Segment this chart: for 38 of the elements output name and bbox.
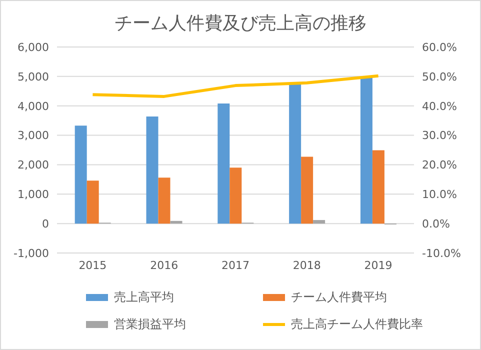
bar: [301, 156, 314, 224]
y-tick-label: 5,000: [18, 70, 49, 84]
bar: [313, 220, 326, 224]
bar: [360, 76, 372, 224]
x-tick-label: 2016: [150, 258, 178, 272]
chart-title: チーム人件費及び売上高の推移: [114, 12, 368, 35]
y2-tick-label: 30.0%: [422, 129, 457, 142]
y2-tick-label: 10.0%: [422, 188, 457, 202]
bar: [86, 180, 99, 224]
legend-label: チーム人件費平均: [291, 289, 387, 306]
bar: [218, 104, 230, 224]
line-series: [91, 74, 380, 98]
legend-label: 売上高チーム人件費比率: [291, 316, 423, 333]
y-tick-label: 1,000: [18, 188, 49, 202]
bar: [158, 178, 170, 224]
y-tick-label: 6,000: [18, 40, 49, 54]
legend-label: 売上高平均: [114, 289, 174, 306]
y-tick-label: 4,000: [18, 100, 49, 113]
y-tick-label: 2,000: [18, 158, 49, 172]
x-tick-label: 2019: [364, 258, 392, 272]
y2-tick-label: 60.0%: [422, 40, 457, 54]
y2-tick-label: 40.0%: [422, 100, 457, 113]
y-tick-label: -1,000: [14, 246, 49, 260]
x-tick-label: 2017: [222, 258, 250, 272]
y2-tick-label: -10.0%: [422, 246, 461, 260]
y2-tick-label: 20.0%: [422, 158, 457, 172]
bar: [230, 168, 242, 224]
bar: [74, 126, 87, 224]
y-tick-label: 0: [42, 217, 49, 230]
legend-label: 営業損益平均: [114, 316, 186, 333]
x-tick-label: 2018: [292, 258, 321, 272]
y2-tick-label: 50.0%: [422, 70, 457, 84]
x-tick-label: 2015: [78, 258, 107, 272]
bar: [170, 220, 182, 224]
bar: [372, 150, 384, 224]
y-tick-label: 3,000: [18, 129, 49, 142]
bar: [146, 116, 158, 224]
y2-tick-label: 0.0%: [422, 217, 450, 230]
